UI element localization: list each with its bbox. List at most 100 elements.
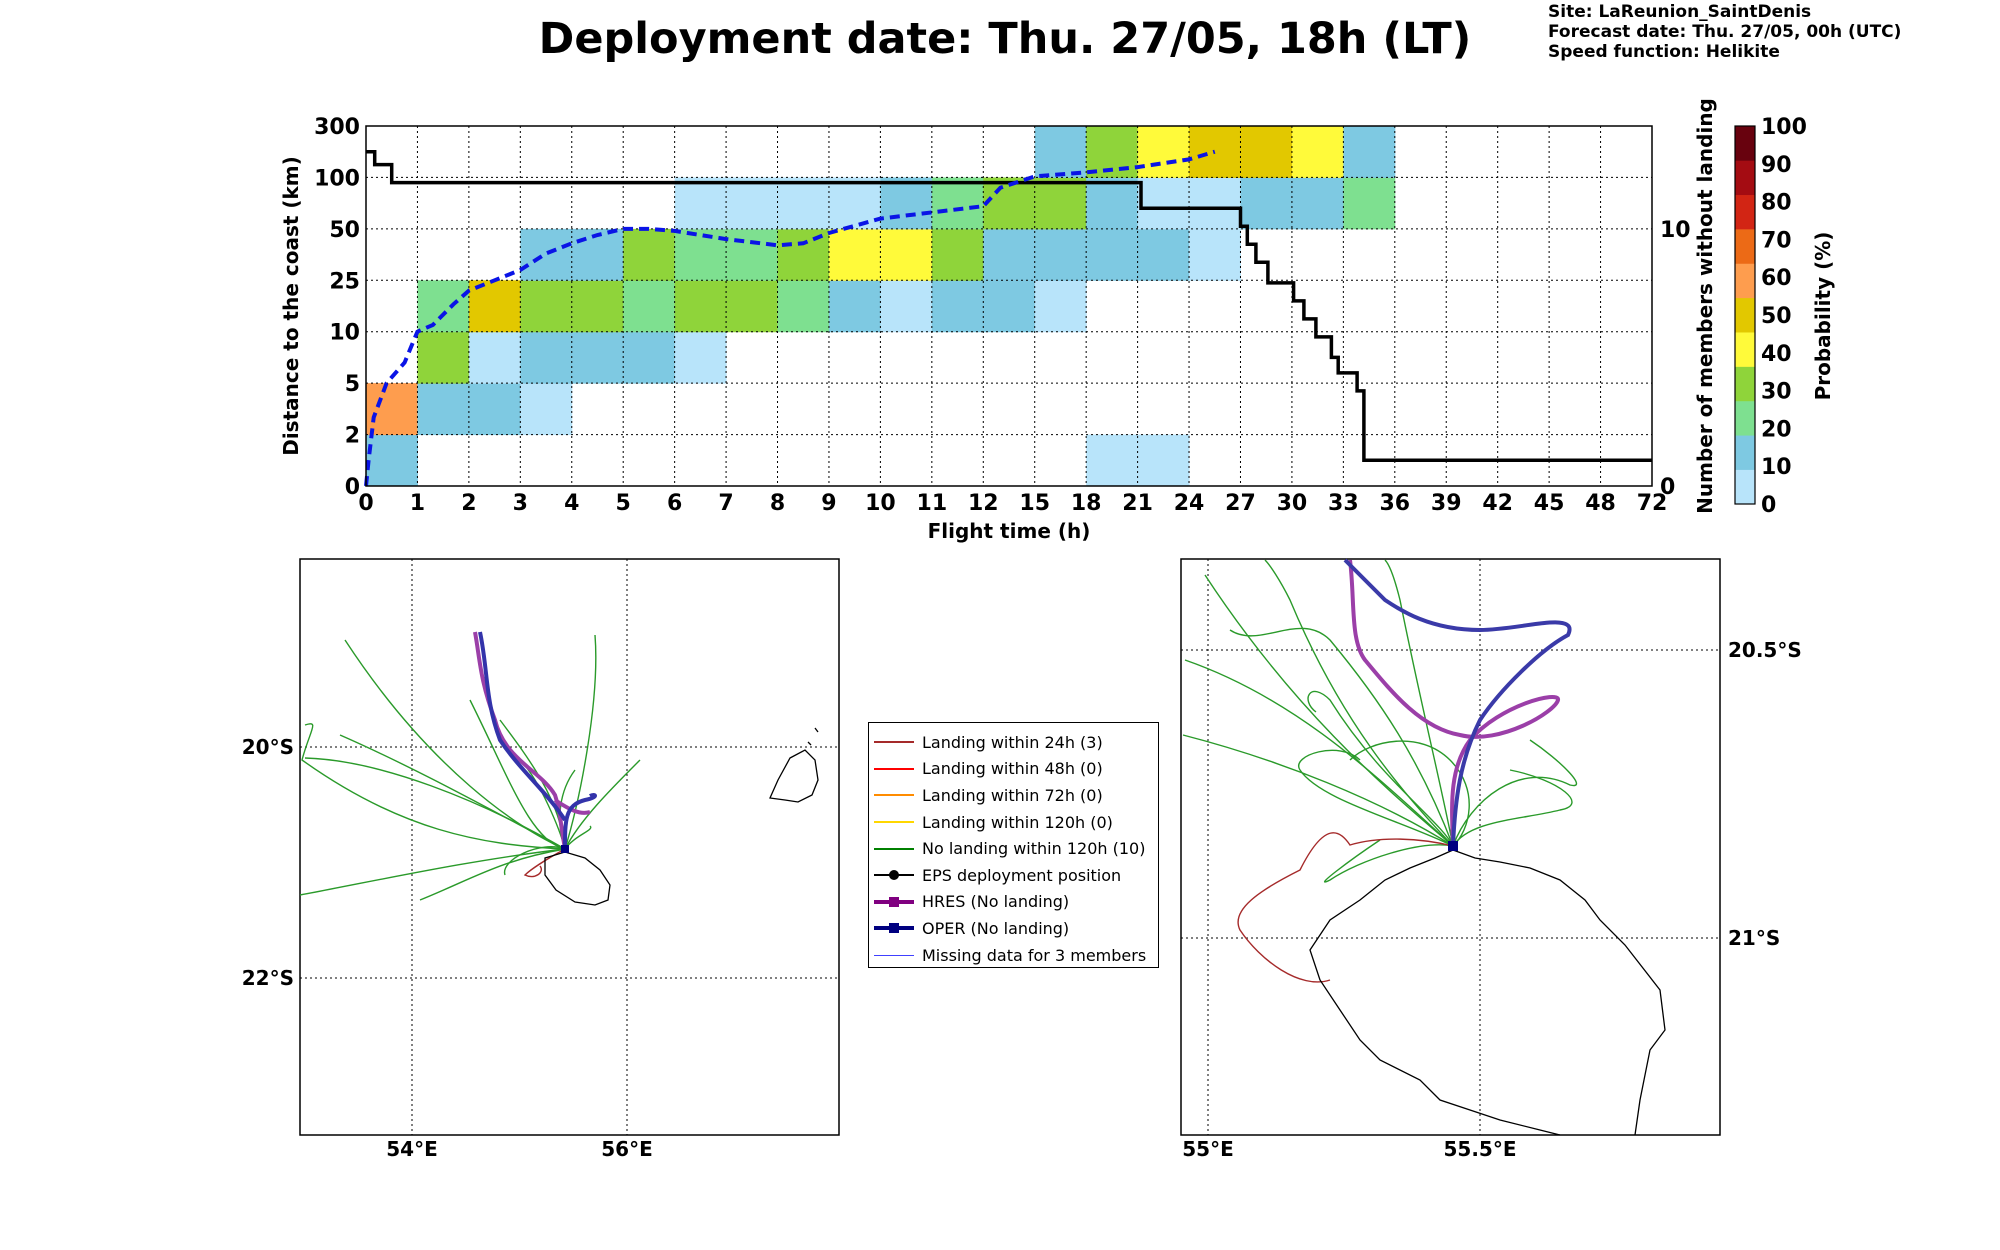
x-tick-label: 24 (1174, 491, 1205, 516)
colorbar: 0 10 20 30 40 50 60 70 80 90 100 (1734, 115, 1807, 518)
heatmap-cell (931, 177, 984, 230)
heatmap-cell (1137, 177, 1190, 230)
x-tick-label: 30 (1277, 491, 1308, 516)
colorbar-tick-label: 60 (1761, 266, 1792, 291)
x-tick-label: 15 (1019, 491, 1050, 516)
site-name: Site: LaReunion_SaintDenis (1548, 2, 1812, 22)
heatmap-cell (1137, 126, 1190, 178)
lat-tick: 22°S (242, 966, 294, 990)
heatmap-cell (1034, 280, 1087, 333)
heatmap-lines (364, 149, 1652, 487)
legend-item: Landing within 72h (0) (869, 782, 1158, 809)
heatmap-cell (828, 177, 881, 230)
x-tick-label: 48 (1585, 491, 1616, 516)
heatmap-cell (726, 228, 779, 281)
heatmap-cell (1343, 177, 1396, 230)
heatmap-cell (468, 383, 521, 436)
heatmap-cell (1291, 177, 1344, 230)
colorbar-frame (1734, 125, 1756, 505)
x-axis-label: Flight time (h) (928, 519, 1091, 543)
heatmap-cell (366, 434, 418, 487)
mauritius-island (769, 727, 819, 803)
legend-symbol (874, 865, 914, 885)
reunion-island-zoom (1309, 849, 1666, 1136)
x-tick-label: 12 (968, 491, 999, 516)
y-tick-label: 50 (329, 218, 360, 243)
speed-function: Speed function: Helikite (1548, 42, 1780, 62)
heatmap-frame (365, 125, 1653, 487)
x-tick-label: 21 (1122, 491, 1153, 516)
heatmap-cell (983, 228, 1036, 281)
x-tick-label: 45 (1534, 491, 1565, 516)
heatmap-cell (1189, 228, 1241, 281)
heatmap-cell (1137, 228, 1190, 281)
legend-label: OPER (No landing) (922, 918, 1070, 938)
colorbar-tick-label: 90 (1761, 153, 1792, 178)
colorbar-tick-label: 30 (1761, 380, 1792, 405)
heatmap-cell (571, 280, 624, 333)
map-zoom-tick-labels: 55°E 55.5°E 20.5°S 21°S (1182, 638, 1802, 1161)
heatmap-cell (880, 228, 933, 281)
colorbar-segment (1735, 332, 1755, 367)
heatmap-cell (828, 280, 881, 333)
heatmap-cell (674, 228, 727, 281)
x-tick-label: 10 (865, 491, 896, 516)
legend-label: Landing within 24h (3) (922, 732, 1103, 752)
heatmap-cell (1189, 126, 1241, 178)
x-tick-label: 1 (410, 491, 425, 516)
legend-label: HRES (No landing) (922, 892, 1070, 912)
heatmap-cell (931, 280, 984, 333)
heatmap-cell (931, 228, 984, 281)
colorbar-segment (1735, 263, 1755, 299)
x-tick-label: 42 (1482, 491, 1513, 516)
map-overview-oper-track (478, 631, 597, 850)
heatmap-cell (726, 177, 779, 230)
heatmap-cell (777, 177, 830, 230)
y2-tick-labels: 0 10 (1660, 218, 1691, 500)
heatmap-grid (366, 126, 1652, 486)
colorbar-segment (1735, 435, 1755, 470)
map-zoom-green-tracks (1182, 559, 1578, 883)
legend-symbol (874, 812, 914, 832)
heatmap-cell (674, 331, 727, 384)
legend: Landing within 24h (3) Landing within 48h… (868, 722, 1159, 968)
x-tick-label: 8 (770, 491, 785, 516)
heatmap-cell (983, 280, 1036, 333)
legend-label: Missing data for 3 members (922, 945, 1147, 965)
map-zoom-grid (1181, 559, 1720, 1135)
heatmap-cell (1240, 177, 1293, 230)
x-tick-label: 0 (358, 491, 373, 516)
median-distance-line (364, 149, 1216, 487)
x-tick-labels: 0 1 2 3 4 5 6 7 8 9 10 11 12 15 18 21 24 27 30 33 36 39 42 45 48… (358, 491, 1667, 516)
heatmap-cell (828, 228, 881, 281)
lat-tick: 20.5°S (1728, 638, 1802, 662)
legend-label: No landing within 120h (10) (922, 839, 1146, 859)
colorbar-segment (1735, 366, 1755, 402)
heatmap-cell (366, 383, 418, 436)
colorbar-segment (1735, 126, 1755, 161)
y2-tick-label: 10 (1660, 218, 1691, 243)
colorbar-segment (1735, 400, 1755, 436)
x-tick-label: 18 (1071, 491, 1102, 516)
map-zoom-hres-track (1348, 559, 1560, 847)
x-tick-label: 11 (917, 491, 948, 516)
heatmap-cell (417, 383, 470, 436)
lat-tick: 21°S (1728, 926, 1780, 950)
heatmap-cell (1137, 434, 1190, 487)
heatmap-cell (1240, 126, 1293, 178)
heatmap-cell (1343, 126, 1396, 178)
heatmap-cell (726, 280, 779, 333)
heatmap-cell (1086, 434, 1139, 487)
heatmap-cell (623, 280, 676, 333)
heatmap-cell (520, 228, 573, 281)
x-tick-label: 5 (616, 491, 631, 516)
x-tick-label: 9 (821, 491, 836, 516)
legend-symbol (874, 945, 914, 965)
colorbar-segment (1735, 229, 1755, 264)
legend-symbol (874, 839, 914, 859)
map-overview-deploy (561, 845, 569, 853)
map-overview-grid (300, 559, 839, 1135)
heatmap-cell (623, 228, 676, 281)
map-overview (299, 558, 840, 1136)
